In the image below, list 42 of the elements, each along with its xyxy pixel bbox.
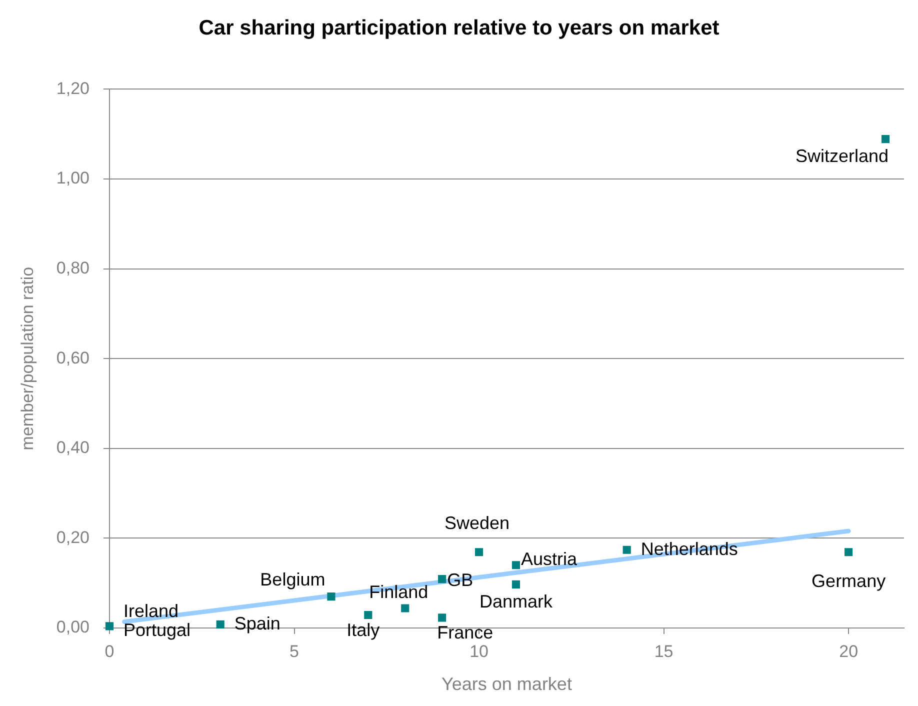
annotation: Portugal [123,620,191,640]
point [622,546,631,554]
annotation: France [437,622,494,643]
chart-title: Car sharing participation relative to years on market [198,16,720,40]
annotation: Netherlands [640,538,738,559]
point [438,575,446,584]
point [438,614,446,622]
point [216,620,224,628]
annotation: GB [447,570,474,590]
annotation: Finland [369,582,428,602]
y-tick-label: 0,00 [56,618,90,637]
point [881,135,890,144]
point [327,592,336,601]
point [474,548,484,556]
y-tick-label: 0,60 [56,348,90,368]
point [364,610,372,620]
point [844,548,853,556]
x-tick-label: 15 [654,642,674,661]
x-tick-label: 5 [290,642,299,661]
point [401,604,410,612]
x-axis-title: Years on market [442,674,572,694]
annotation: Italy [346,620,380,640]
y-tick-label: 1,00 [56,168,90,188]
y-axis-title: member/population ratio [18,266,37,450]
annotation: Danmark [479,591,554,612]
annotation: Spain [234,613,280,634]
x-tick-label: 0 [104,642,114,661]
y-tick-label: 0,80 [56,258,90,278]
annotation: Belgium [260,570,326,590]
y-tick-label: 0,40 [56,438,90,458]
annotation: Germany [812,571,886,592]
annotation: Ireland [123,601,179,622]
annotation: Austria [520,549,578,570]
x-tick-label: 20 [839,642,858,661]
y-tick-label: 1,20 [56,78,90,98]
annotation: Sweden [444,513,510,534]
x-tick-label: 10 [470,642,488,661]
y-tick-label: 0,20 [56,528,90,547]
point [512,580,520,588]
annotation: Switzerland [795,146,889,166]
point [105,622,114,630]
point [512,561,520,570]
